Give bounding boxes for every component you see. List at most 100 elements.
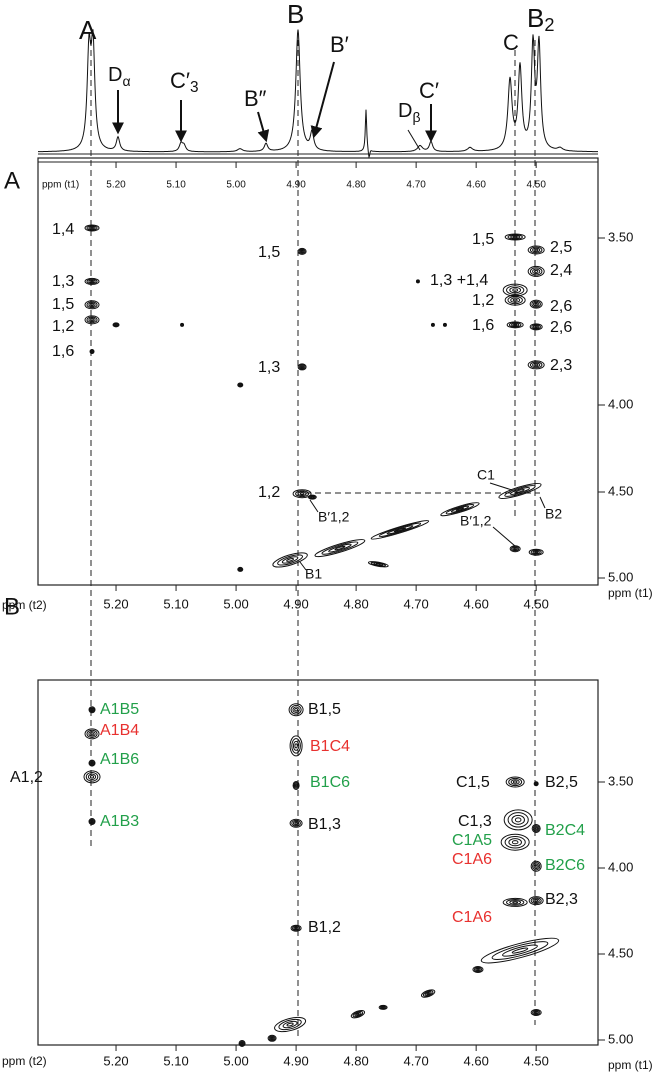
peak-label-sub: 3 bbox=[190, 79, 199, 96]
cross-peak bbox=[88, 706, 96, 714]
cross-peak bbox=[503, 809, 533, 831]
arrow bbox=[310, 61, 335, 139]
cross-peak bbox=[531, 823, 541, 833]
peak-label-text: D bbox=[108, 64, 122, 86]
x-tick-label: 4.60 bbox=[464, 596, 489, 611]
contour bbox=[420, 989, 436, 998]
contour bbox=[88, 279, 96, 284]
cross-peak bbox=[527, 360, 545, 370]
peak-annotation: C1,3 bbox=[458, 813, 492, 830]
contour bbox=[534, 551, 539, 554]
cross-peak bbox=[289, 735, 303, 757]
x-tick-label: 5.20 bbox=[106, 180, 126, 191]
contour bbox=[88, 731, 96, 737]
cross-peak bbox=[83, 770, 101, 784]
contour bbox=[529, 323, 543, 331]
peak-label: B2 bbox=[527, 3, 554, 35]
contour bbox=[527, 360, 545, 370]
contour bbox=[512, 298, 518, 302]
contour bbox=[292, 489, 312, 499]
peak-annotation: A1B5 bbox=[100, 701, 139, 718]
contour bbox=[506, 285, 525, 295]
peak-annotation: 1,5 bbox=[258, 244, 280, 261]
cross-peak bbox=[292, 780, 300, 790]
contour bbox=[294, 743, 298, 749]
contour bbox=[370, 520, 430, 540]
contour bbox=[527, 245, 545, 255]
cross-peak bbox=[314, 539, 366, 558]
peak-annotation: B2C6 bbox=[545, 857, 585, 874]
cross-peak bbox=[472, 965, 484, 973]
y-tick-label: 3.50 bbox=[608, 773, 633, 788]
contour bbox=[300, 365, 304, 369]
contour bbox=[88, 302, 96, 308]
y-tick-label: 4.00 bbox=[608, 859, 633, 874]
contour bbox=[532, 898, 540, 903]
peak-annotation: C1A6 bbox=[452, 909, 492, 926]
peak-annotation: 1,5 bbox=[472, 231, 494, 248]
contour bbox=[84, 277, 100, 285]
contour bbox=[88, 317, 96, 323]
cross-peak bbox=[378, 1004, 388, 1010]
peak-label-text: B′ bbox=[330, 32, 349, 57]
contour bbox=[356, 1012, 360, 1016]
cross-peak bbox=[84, 277, 100, 285]
contour bbox=[529, 246, 543, 254]
cross-peak bbox=[440, 502, 480, 517]
contour bbox=[240, 1041, 244, 1046]
contour bbox=[90, 732, 94, 736]
peak-annotation: A1B4 bbox=[100, 722, 139, 739]
contour bbox=[292, 820, 300, 826]
contour bbox=[286, 558, 295, 562]
contour bbox=[86, 225, 98, 231]
contour bbox=[180, 323, 184, 326]
cross-peak bbox=[502, 897, 528, 907]
peak-annotation: 1,3 bbox=[258, 359, 280, 376]
contour bbox=[87, 773, 97, 781]
contour bbox=[239, 383, 242, 387]
y-tick-label: 5.00 bbox=[608, 1031, 633, 1046]
x-tick-label: 4.60 bbox=[466, 180, 486, 191]
peak-annotation: 1,2 bbox=[472, 292, 494, 309]
contour bbox=[530, 549, 542, 555]
contour bbox=[530, 897, 542, 905]
contour bbox=[443, 323, 447, 326]
peak-label-text: C′ bbox=[419, 78, 439, 103]
contour bbox=[534, 864, 538, 868]
cross-peak bbox=[504, 233, 526, 241]
peak-label-sub: β bbox=[412, 109, 420, 125]
peak-annotation: B1C4 bbox=[310, 738, 350, 755]
peak-label: C bbox=[503, 30, 519, 55]
x-tick-label: 4.60 bbox=[464, 1053, 489, 1068]
contour bbox=[445, 504, 475, 515]
contour bbox=[450, 505, 470, 513]
contour bbox=[237, 566, 244, 572]
contour bbox=[272, 552, 308, 568]
contour bbox=[455, 507, 465, 512]
contour bbox=[535, 782, 538, 785]
contour bbox=[89, 349, 95, 355]
contour bbox=[381, 1006, 385, 1009]
contour bbox=[288, 703, 304, 717]
contour bbox=[89, 707, 95, 713]
contour bbox=[532, 268, 541, 275]
contour bbox=[393, 527, 407, 533]
contour bbox=[308, 495, 316, 500]
contour bbox=[328, 543, 352, 553]
peak-annotation: 2,6 bbox=[550, 319, 572, 336]
contour bbox=[299, 492, 305, 496]
contour bbox=[512, 288, 519, 292]
peak-label: Dα bbox=[108, 64, 131, 88]
contour bbox=[294, 783, 298, 788]
peak-label: C′3 bbox=[170, 68, 199, 96]
contour bbox=[500, 833, 530, 851]
contour bbox=[534, 325, 538, 328]
contour bbox=[281, 556, 299, 564]
cross-peak bbox=[292, 489, 312, 499]
contour bbox=[504, 294, 526, 306]
contour bbox=[310, 496, 314, 499]
peak-label-text: C bbox=[503, 30, 519, 55]
peak-annotation: 2,3 bbox=[550, 357, 572, 374]
contour bbox=[534, 269, 539, 273]
contour bbox=[510, 297, 521, 303]
